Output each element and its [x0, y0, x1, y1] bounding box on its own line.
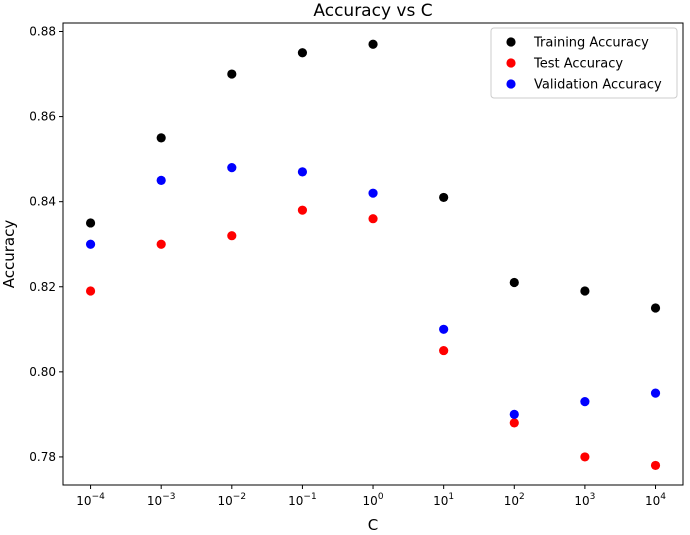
- y-axis-label: Accuracy: [0, 220, 18, 289]
- data-point: [156, 239, 166, 249]
- x-tick-label: 10−3: [147, 492, 176, 508]
- data-point: [368, 188, 378, 198]
- legend-entry: Validation Accuracy: [534, 78, 662, 93]
- y-tick-label: 0.86: [29, 110, 56, 124]
- data-point: [227, 231, 237, 241]
- x-tick-exponent: −4: [92, 492, 106, 502]
- x-tick-exponent: 0: [378, 492, 384, 502]
- data-point: [580, 452, 590, 462]
- x-tick-base: 10: [433, 494, 448, 508]
- legend-entry: Test Accuracy: [533, 57, 623, 72]
- x-tick-base: 10: [504, 494, 519, 508]
- data-point: [580, 286, 590, 296]
- data-point: [580, 397, 590, 407]
- x-tick-label: 10−4: [76, 492, 105, 508]
- x-tick-exponent: 1: [448, 492, 454, 502]
- y-tick-label: 0.80: [29, 365, 56, 379]
- y-tick-label: 0.78: [29, 450, 56, 464]
- x-tick-base: 10: [147, 494, 162, 508]
- x-tick-label: 10−1: [288, 492, 317, 508]
- data-point: [227, 163, 237, 173]
- x-tick-exponent: −2: [233, 492, 246, 502]
- data-point: [297, 48, 308, 58]
- series-validation-accuracy: [85, 163, 661, 419]
- x-tick-exponent: 2: [519, 492, 525, 502]
- data-point: [509, 418, 519, 428]
- data-point: [297, 205, 308, 215]
- data-point: [156, 133, 166, 143]
- x-tick-exponent: −1: [303, 492, 316, 502]
- x-tick-label: 103: [574, 492, 595, 508]
- data-point: [650, 460, 661, 471]
- data-point: [85, 286, 96, 296]
- legend-entry: Training Accuracy: [533, 36, 649, 51]
- x-tick-label: 104: [645, 492, 666, 508]
- x-tick-base: 10: [574, 494, 589, 508]
- data-point: [368, 214, 378, 224]
- data-point: [509, 409, 519, 419]
- data-point: [439, 345, 449, 356]
- series-test-accuracy: [85, 205, 661, 471]
- x-tick-exponent: 3: [590, 492, 596, 502]
- axes-frame: [62, 22, 684, 486]
- data-point: [85, 218, 96, 228]
- data-point: [509, 277, 519, 288]
- y-tick-label: 0.88: [29, 25, 56, 39]
- y-tick-label: 0.82: [29, 280, 56, 294]
- data-point: [650, 388, 661, 398]
- data-point: [85, 239, 96, 249]
- data-point: [368, 39, 378, 49]
- chart-title: Accuracy vs C: [313, 1, 432, 21]
- legend-marker: [506, 37, 516, 47]
- series-training-accuracy: [85, 39, 661, 313]
- data-point: [156, 175, 166, 186]
- x-tick-base: 10: [218, 494, 233, 508]
- y-tick-label: 0.84: [29, 195, 56, 209]
- x-tick-base: 10: [645, 494, 660, 508]
- data-point: [439, 324, 449, 334]
- legend-marker: [506, 58, 516, 68]
- x-tick-label: 10−2: [218, 492, 247, 508]
- data-point: [297, 167, 308, 177]
- x-tick-label: 100: [363, 492, 384, 508]
- data-point: [227, 69, 237, 79]
- x-tick-label: 101: [433, 492, 454, 508]
- x-tick-exponent: 4: [660, 492, 666, 502]
- legend-marker: [506, 79, 516, 89]
- x-tick-label: 102: [504, 492, 525, 508]
- x-tick-base: 10: [76, 494, 91, 508]
- data-point: [650, 303, 661, 313]
- x-tick-base: 10: [288, 494, 303, 508]
- data-point: [439, 192, 449, 203]
- x-axis-label: C: [368, 516, 378, 534]
- legend-box: [490, 27, 678, 99]
- legend: Training Accuracy Test Accuracy Validation…: [490, 27, 678, 99]
- x-tick-exponent: −3: [162, 492, 175, 502]
- x-tick-base: 10: [363, 494, 378, 508]
